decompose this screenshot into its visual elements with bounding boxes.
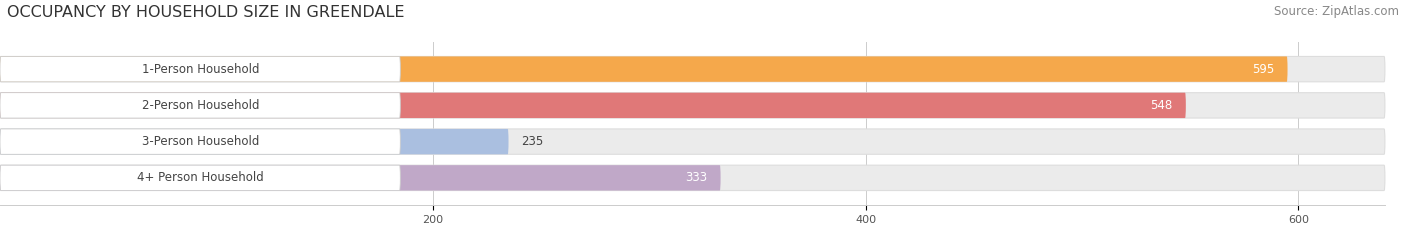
Text: 595: 595 [1253,63,1275,76]
Text: 235: 235 [522,135,544,148]
FancyBboxPatch shape [0,129,401,154]
FancyBboxPatch shape [0,93,1385,118]
Text: 1-Person Household: 1-Person Household [142,63,259,76]
FancyBboxPatch shape [0,93,401,118]
Text: OCCUPANCY BY HOUSEHOLD SIZE IN GREENDALE: OCCUPANCY BY HOUSEHOLD SIZE IN GREENDALE [7,5,405,20]
FancyBboxPatch shape [0,129,509,154]
FancyBboxPatch shape [0,165,721,191]
Text: 2-Person Household: 2-Person Household [142,99,259,112]
FancyBboxPatch shape [0,165,1385,191]
FancyBboxPatch shape [0,165,401,191]
Text: 333: 333 [686,171,707,184]
Text: 4+ Person Household: 4+ Person Household [136,171,264,184]
Text: 3-Person Household: 3-Person Household [142,135,259,148]
FancyBboxPatch shape [0,56,401,82]
Text: Source: ZipAtlas.com: Source: ZipAtlas.com [1274,5,1399,18]
FancyBboxPatch shape [0,129,1385,154]
FancyBboxPatch shape [0,93,1185,118]
Text: 548: 548 [1150,99,1173,112]
FancyBboxPatch shape [0,56,1385,82]
FancyBboxPatch shape [0,56,1288,82]
